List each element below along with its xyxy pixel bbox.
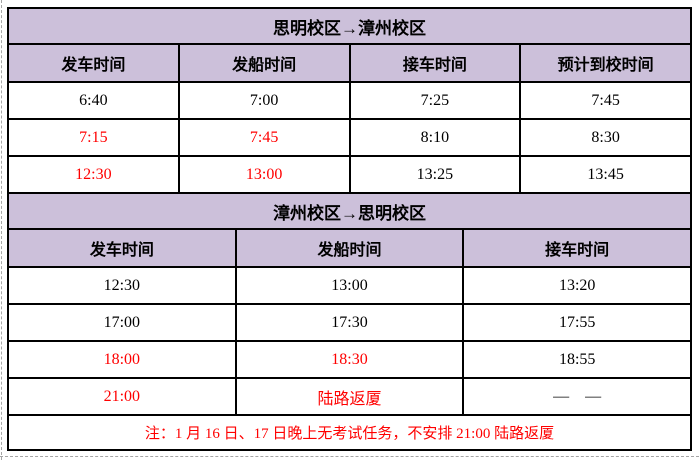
col-header-pickup: 接车时间 xyxy=(462,230,690,266)
time-cell: 13:00 xyxy=(234,268,463,303)
shuttle-schedule-table: 思明校区→漳州校区 发车时间 发船时间 接车时间 预计到校时间 6:40 7:0… xyxy=(7,7,692,451)
footnote-row: 注：1 月 16 日、17 日晚上无考试任务，不安排 21:00 陆路返厦 xyxy=(9,414,690,449)
note-text: 注：1 月 16 日、17 日晚上无考试任务，不安排 21:00 陆路返厦 xyxy=(144,426,555,442)
table-row: 18:00 18:30 18:55 xyxy=(9,340,690,377)
col-header-pickup: 接车时间 xyxy=(348,45,520,81)
time-cell: 8:30 xyxy=(519,120,690,155)
time-cell: 7:00 xyxy=(177,83,349,118)
section2-title: 漳州校区→思明校区 xyxy=(273,203,426,223)
page-break-line-bottom xyxy=(0,456,699,457)
table-row: 7:15 7:45 8:10 8:30 xyxy=(9,118,690,155)
time-cell: 13:00 xyxy=(177,157,349,192)
time-cell: 12:30 xyxy=(75,165,112,183)
table-row: 12:30 13:00 13:25 13:45 xyxy=(9,155,690,192)
time-cell: 13:25 xyxy=(348,157,520,192)
table-row: 12:30 13:00 13:20 xyxy=(9,266,690,303)
table-row: 6:40 7:00 7:25 7:45 xyxy=(9,81,690,118)
section2-header-row: 发车时间 发船时间 接车时间 xyxy=(9,228,690,266)
time-cell: 21:00 xyxy=(103,387,141,405)
table-row: 17:00 17:30 17:55 xyxy=(9,303,690,340)
section1-header-row: 发车时间 发船时间 接车时间 预计到校时间 xyxy=(9,43,690,81)
empty-dash-cell: — — xyxy=(462,379,690,414)
col-header-bus-departure: 发车时间 xyxy=(61,57,126,74)
time-cell: 17:55 xyxy=(462,305,690,340)
time-cell: 13:45 xyxy=(519,157,690,192)
time-cell: 18:55 xyxy=(462,342,690,377)
page-break-line-left xyxy=(1,0,2,460)
time-cell: 7:45 xyxy=(519,83,690,118)
section2-title-row: 漳州校区→思明校区 xyxy=(9,192,690,228)
time-cell: 7:45 xyxy=(177,120,349,155)
col-header-ferry-departure: 发船时间 xyxy=(177,45,349,81)
time-cell: 7:15 xyxy=(79,128,108,146)
section1-title-row: 思明校区→漳州校区 xyxy=(9,9,690,43)
time-cell: 13:20 xyxy=(462,268,690,303)
land-route-return-cell: 陆路返厦 xyxy=(234,379,463,414)
table-row: 21:00 陆路返厦 — — xyxy=(9,377,690,414)
time-cell: 17:00 xyxy=(103,313,141,331)
col-header-estimated-arrival: 预计到校时间 xyxy=(519,45,690,81)
time-cell: 18:00 xyxy=(103,350,141,368)
col-header-ferry-departure: 发船时间 xyxy=(234,230,463,266)
section1-title: 思明校区→漳州校区 xyxy=(273,18,426,38)
time-cell: 17:30 xyxy=(234,305,463,340)
time-cell: 12:30 xyxy=(103,276,141,294)
col-header-bus-departure: 发车时间 xyxy=(89,242,154,259)
time-cell: 8:10 xyxy=(348,120,520,155)
time-cell: 6:40 xyxy=(79,91,108,109)
time-cell: 7:25 xyxy=(348,83,520,118)
time-cell: 18:30 xyxy=(234,342,463,377)
